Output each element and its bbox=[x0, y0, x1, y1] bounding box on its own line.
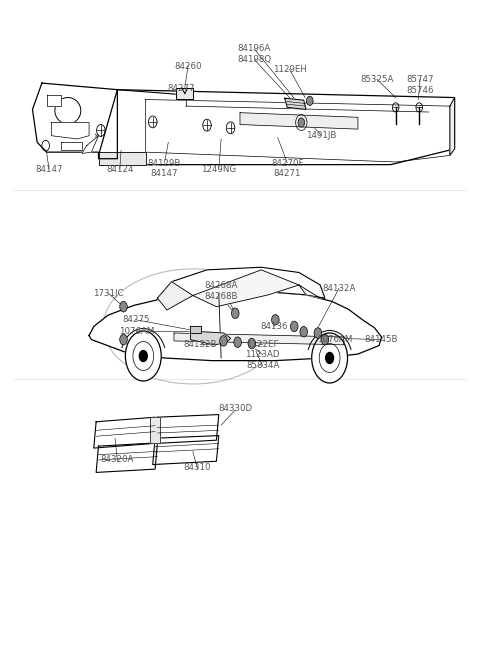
Circle shape bbox=[139, 350, 147, 362]
Polygon shape bbox=[191, 331, 230, 345]
Polygon shape bbox=[285, 98, 306, 109]
Polygon shape bbox=[51, 123, 89, 139]
Polygon shape bbox=[153, 436, 219, 464]
Polygon shape bbox=[61, 143, 82, 150]
Text: 84277: 84277 bbox=[168, 84, 195, 93]
Polygon shape bbox=[94, 417, 155, 448]
Polygon shape bbox=[190, 326, 201, 333]
Text: 1123AD: 1123AD bbox=[245, 350, 280, 359]
Text: 84260: 84260 bbox=[174, 62, 202, 71]
Text: 84268A: 84268A bbox=[204, 281, 238, 290]
Text: 84136: 84136 bbox=[260, 322, 288, 331]
Text: 84147: 84147 bbox=[35, 165, 63, 174]
Circle shape bbox=[125, 331, 161, 381]
Polygon shape bbox=[240, 113, 358, 129]
Polygon shape bbox=[82, 136, 98, 153]
Circle shape bbox=[307, 97, 313, 105]
Circle shape bbox=[234, 337, 241, 348]
Circle shape bbox=[231, 308, 239, 318]
Text: 1076AM: 1076AM bbox=[119, 326, 154, 336]
Polygon shape bbox=[157, 282, 193, 310]
Text: 85746: 85746 bbox=[407, 87, 434, 95]
Polygon shape bbox=[299, 285, 325, 298]
Circle shape bbox=[120, 302, 127, 312]
Text: 1122EF: 1122EF bbox=[246, 340, 279, 349]
Polygon shape bbox=[89, 292, 382, 360]
Text: 84275: 84275 bbox=[122, 315, 150, 324]
Text: 84132B: 84132B bbox=[183, 340, 216, 350]
Text: 1129EH: 1129EH bbox=[273, 65, 306, 75]
Text: 84132A: 84132A bbox=[323, 284, 356, 293]
Text: 1731JC: 1731JC bbox=[93, 289, 123, 298]
Text: 84270F: 84270F bbox=[271, 159, 303, 168]
Text: 84198Q: 84198Q bbox=[237, 55, 271, 64]
Text: 1076AM: 1076AM bbox=[317, 335, 352, 344]
Text: 84268B: 84268B bbox=[204, 292, 238, 301]
Circle shape bbox=[321, 334, 329, 345]
Polygon shape bbox=[98, 152, 145, 165]
Polygon shape bbox=[98, 90, 455, 165]
Text: 84330D: 84330D bbox=[218, 404, 252, 413]
Text: »: » bbox=[93, 131, 99, 141]
Circle shape bbox=[300, 326, 308, 337]
Text: 1249NG: 1249NG bbox=[201, 165, 236, 174]
Text: 84271: 84271 bbox=[274, 169, 301, 178]
Circle shape bbox=[290, 321, 298, 332]
Text: 84196A: 84196A bbox=[238, 45, 271, 53]
Circle shape bbox=[325, 352, 334, 364]
Polygon shape bbox=[450, 97, 455, 155]
Text: 1491JB: 1491JB bbox=[306, 131, 336, 141]
Text: 84310: 84310 bbox=[184, 464, 211, 472]
Polygon shape bbox=[150, 417, 160, 444]
Text: 84129B: 84129B bbox=[148, 159, 181, 168]
Polygon shape bbox=[33, 83, 118, 159]
Circle shape bbox=[248, 338, 255, 349]
Circle shape bbox=[314, 328, 322, 338]
Text: 85325A: 85325A bbox=[360, 75, 394, 85]
Circle shape bbox=[220, 336, 227, 346]
Circle shape bbox=[312, 333, 348, 383]
Text: 84320A: 84320A bbox=[101, 455, 134, 464]
Polygon shape bbox=[176, 89, 193, 99]
Polygon shape bbox=[157, 267, 325, 298]
Text: 85747: 85747 bbox=[407, 75, 434, 85]
Text: 84124: 84124 bbox=[106, 165, 133, 174]
Circle shape bbox=[120, 334, 127, 345]
Polygon shape bbox=[155, 414, 219, 444]
Text: 84147: 84147 bbox=[151, 169, 178, 178]
Circle shape bbox=[272, 314, 279, 325]
Polygon shape bbox=[96, 443, 157, 472]
Polygon shape bbox=[193, 270, 299, 307]
Polygon shape bbox=[47, 95, 61, 106]
Polygon shape bbox=[174, 333, 344, 345]
Text: 84145B: 84145B bbox=[365, 335, 398, 344]
Circle shape bbox=[298, 118, 305, 127]
Text: 85834A: 85834A bbox=[246, 362, 279, 370]
